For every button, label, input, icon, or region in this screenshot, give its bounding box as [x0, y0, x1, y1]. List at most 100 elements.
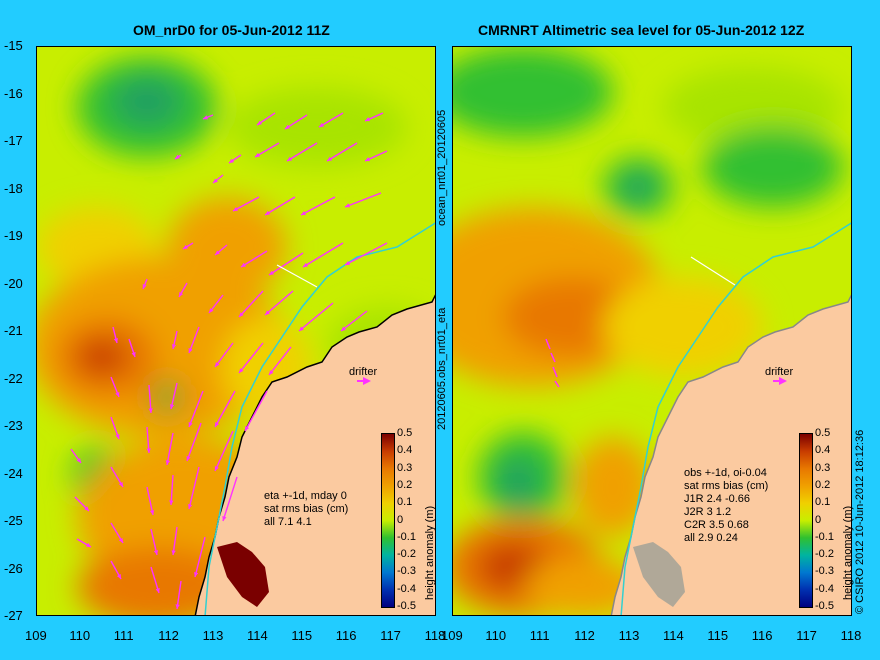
colorbar-tick: 0 — [397, 513, 404, 526]
colorbar-label: height anomaly (m) — [842, 505, 854, 600]
left-stats: eta +-1d, mday 0 sat rms bias (cm) all 7… — [264, 490, 348, 529]
velocity-vector — [171, 526, 178, 556]
y-tick-label: -20 — [4, 275, 23, 291]
velocity-vector — [244, 390, 268, 432]
x-tick-label: 109 — [441, 628, 463, 643]
colorbar-gradient — [381, 433, 395, 608]
colorbar-label: height anomaly (m) — [424, 505, 436, 600]
velocity-vector — [188, 390, 204, 428]
y-tick-label: -17 — [4, 133, 23, 148]
velocity-vector — [364, 150, 388, 162]
velocity-vector — [264, 290, 294, 316]
velocity-vector — [169, 474, 174, 506]
x-tick-label: 111 — [529, 628, 550, 643]
velocity-vector — [286, 142, 318, 162]
velocity-vector — [188, 326, 200, 354]
right-stat-line: C2R 3.5 0.68 — [684, 519, 749, 531]
y-tick-label: -25 — [4, 513, 23, 528]
x-tick-label: 113 — [618, 628, 640, 643]
velocity-vector — [169, 382, 178, 410]
velocity-vector — [302, 242, 344, 268]
y-tick-label: -19 — [4, 228, 23, 243]
x-tick-label: 112 — [158, 628, 179, 643]
colorbar-tick: -0.5 — [397, 600, 416, 612]
colorbar-tick: 0.3 — [397, 461, 413, 474]
x-tick-label: 115 — [707, 628, 729, 643]
copyright-label: © CSIRO 2012 10-Jun-2012 18:12:36 — [854, 429, 866, 614]
colorbar-tick: -0.4 — [815, 582, 834, 595]
velocity-vector — [76, 538, 92, 548]
x-tick-label: 118 — [840, 628, 862, 643]
velocity-vector — [146, 426, 151, 454]
y-tick-label: -26 — [4, 560, 23, 576]
left-map-panel: drifter — [36, 46, 436, 616]
right-stat-line: J2R 3 1.2 — [684, 506, 732, 518]
velocity-vector — [112, 326, 119, 344]
colorbar-gradient — [799, 433, 813, 608]
x-tick-label: 110 — [69, 628, 91, 643]
velocity-vector — [110, 522, 124, 544]
colorbar-tick: 0.5 — [815, 427, 831, 439]
x-tick-label: 116 — [335, 628, 357, 643]
colorbar-tick: -0.4 — [397, 582, 416, 595]
velocity-vector — [264, 196, 296, 216]
velocity-vector — [110, 416, 120, 440]
right-stat-line: J1R 2.4 -0.66 — [684, 493, 751, 505]
velocity-vector — [214, 244, 228, 256]
velocity-vector — [300, 196, 336, 216]
velocity-vector — [256, 112, 276, 126]
right-stat-line: sat rms bias (cm) — [684, 480, 769, 492]
y-tick-label: -27 — [4, 608, 23, 623]
velocity-vector — [110, 376, 120, 398]
y-tick-label: -24 — [4, 465, 23, 481]
y-tick-label: -18 — [4, 180, 23, 196]
velocity-vector — [174, 154, 182, 160]
left-stat-line: all 7.1 4.1 — [264, 516, 312, 528]
x-tick-label: 115 — [291, 628, 313, 643]
velocity-vector — [268, 252, 304, 276]
right-drifter-arrow — [773, 377, 787, 385]
left-stat-line: sat rms bias (cm) — [264, 503, 349, 515]
left-map-svg: drifter — [37, 47, 435, 615]
velocity-vector — [268, 346, 292, 376]
y-tick-label: -23 — [4, 418, 23, 433]
velocity-vector — [74, 496, 90, 512]
x-tick-label: 117 — [380, 628, 401, 643]
x-tick-label: 118 — [424, 628, 446, 643]
velocity-vector — [214, 390, 236, 428]
velocity-vector — [150, 566, 160, 594]
colorbar-tick: -0.2 — [397, 548, 416, 561]
right-stats: obs +-1d, oi-0.04 sat rms bias (cm) J1R … — [684, 467, 768, 545]
velocity-vector — [193, 536, 206, 578]
x-tick-label: 116 — [751, 628, 773, 643]
velocity-vector — [182, 242, 194, 250]
y-tick-label: -22 — [4, 370, 23, 386]
x-tick-label: 111 — [113, 628, 134, 643]
colorbar-tick: -0.2 — [815, 548, 834, 561]
colorbar-tick: -0.5 — [815, 600, 834, 612]
velocity-vector — [110, 466, 124, 488]
velocity-vector — [344, 242, 388, 266]
velocity-vector — [228, 154, 242, 164]
right-vectors — [545, 338, 560, 388]
colorbar-tick: 0.1 — [397, 496, 413, 509]
colorbar-tick: 0.1 — [815, 496, 831, 509]
velocity-vector — [254, 142, 280, 158]
colorbar-tick: 0.2 — [815, 478, 831, 491]
colorbar-tick: -0.1 — [815, 530, 834, 543]
velocity-vector — [186, 422, 202, 462]
velocity-vector — [142, 278, 148, 290]
velocity-vector — [178, 282, 188, 298]
x-tick-label: 109 — [25, 628, 47, 643]
velocity-vector — [187, 466, 200, 510]
velocity-vector — [171, 330, 178, 350]
velocity-vector — [212, 174, 224, 184]
x-tick-label: 117 — [796, 628, 817, 643]
velocity-vector — [110, 560, 122, 580]
velocity-vector — [344, 192, 382, 208]
left-drifter-label: drifter — [349, 366, 377, 378]
velocity-vector — [318, 112, 344, 128]
velocity-vectors — [70, 112, 388, 610]
velocity-vector — [214, 342, 234, 368]
velocity-vector — [150, 528, 159, 556]
